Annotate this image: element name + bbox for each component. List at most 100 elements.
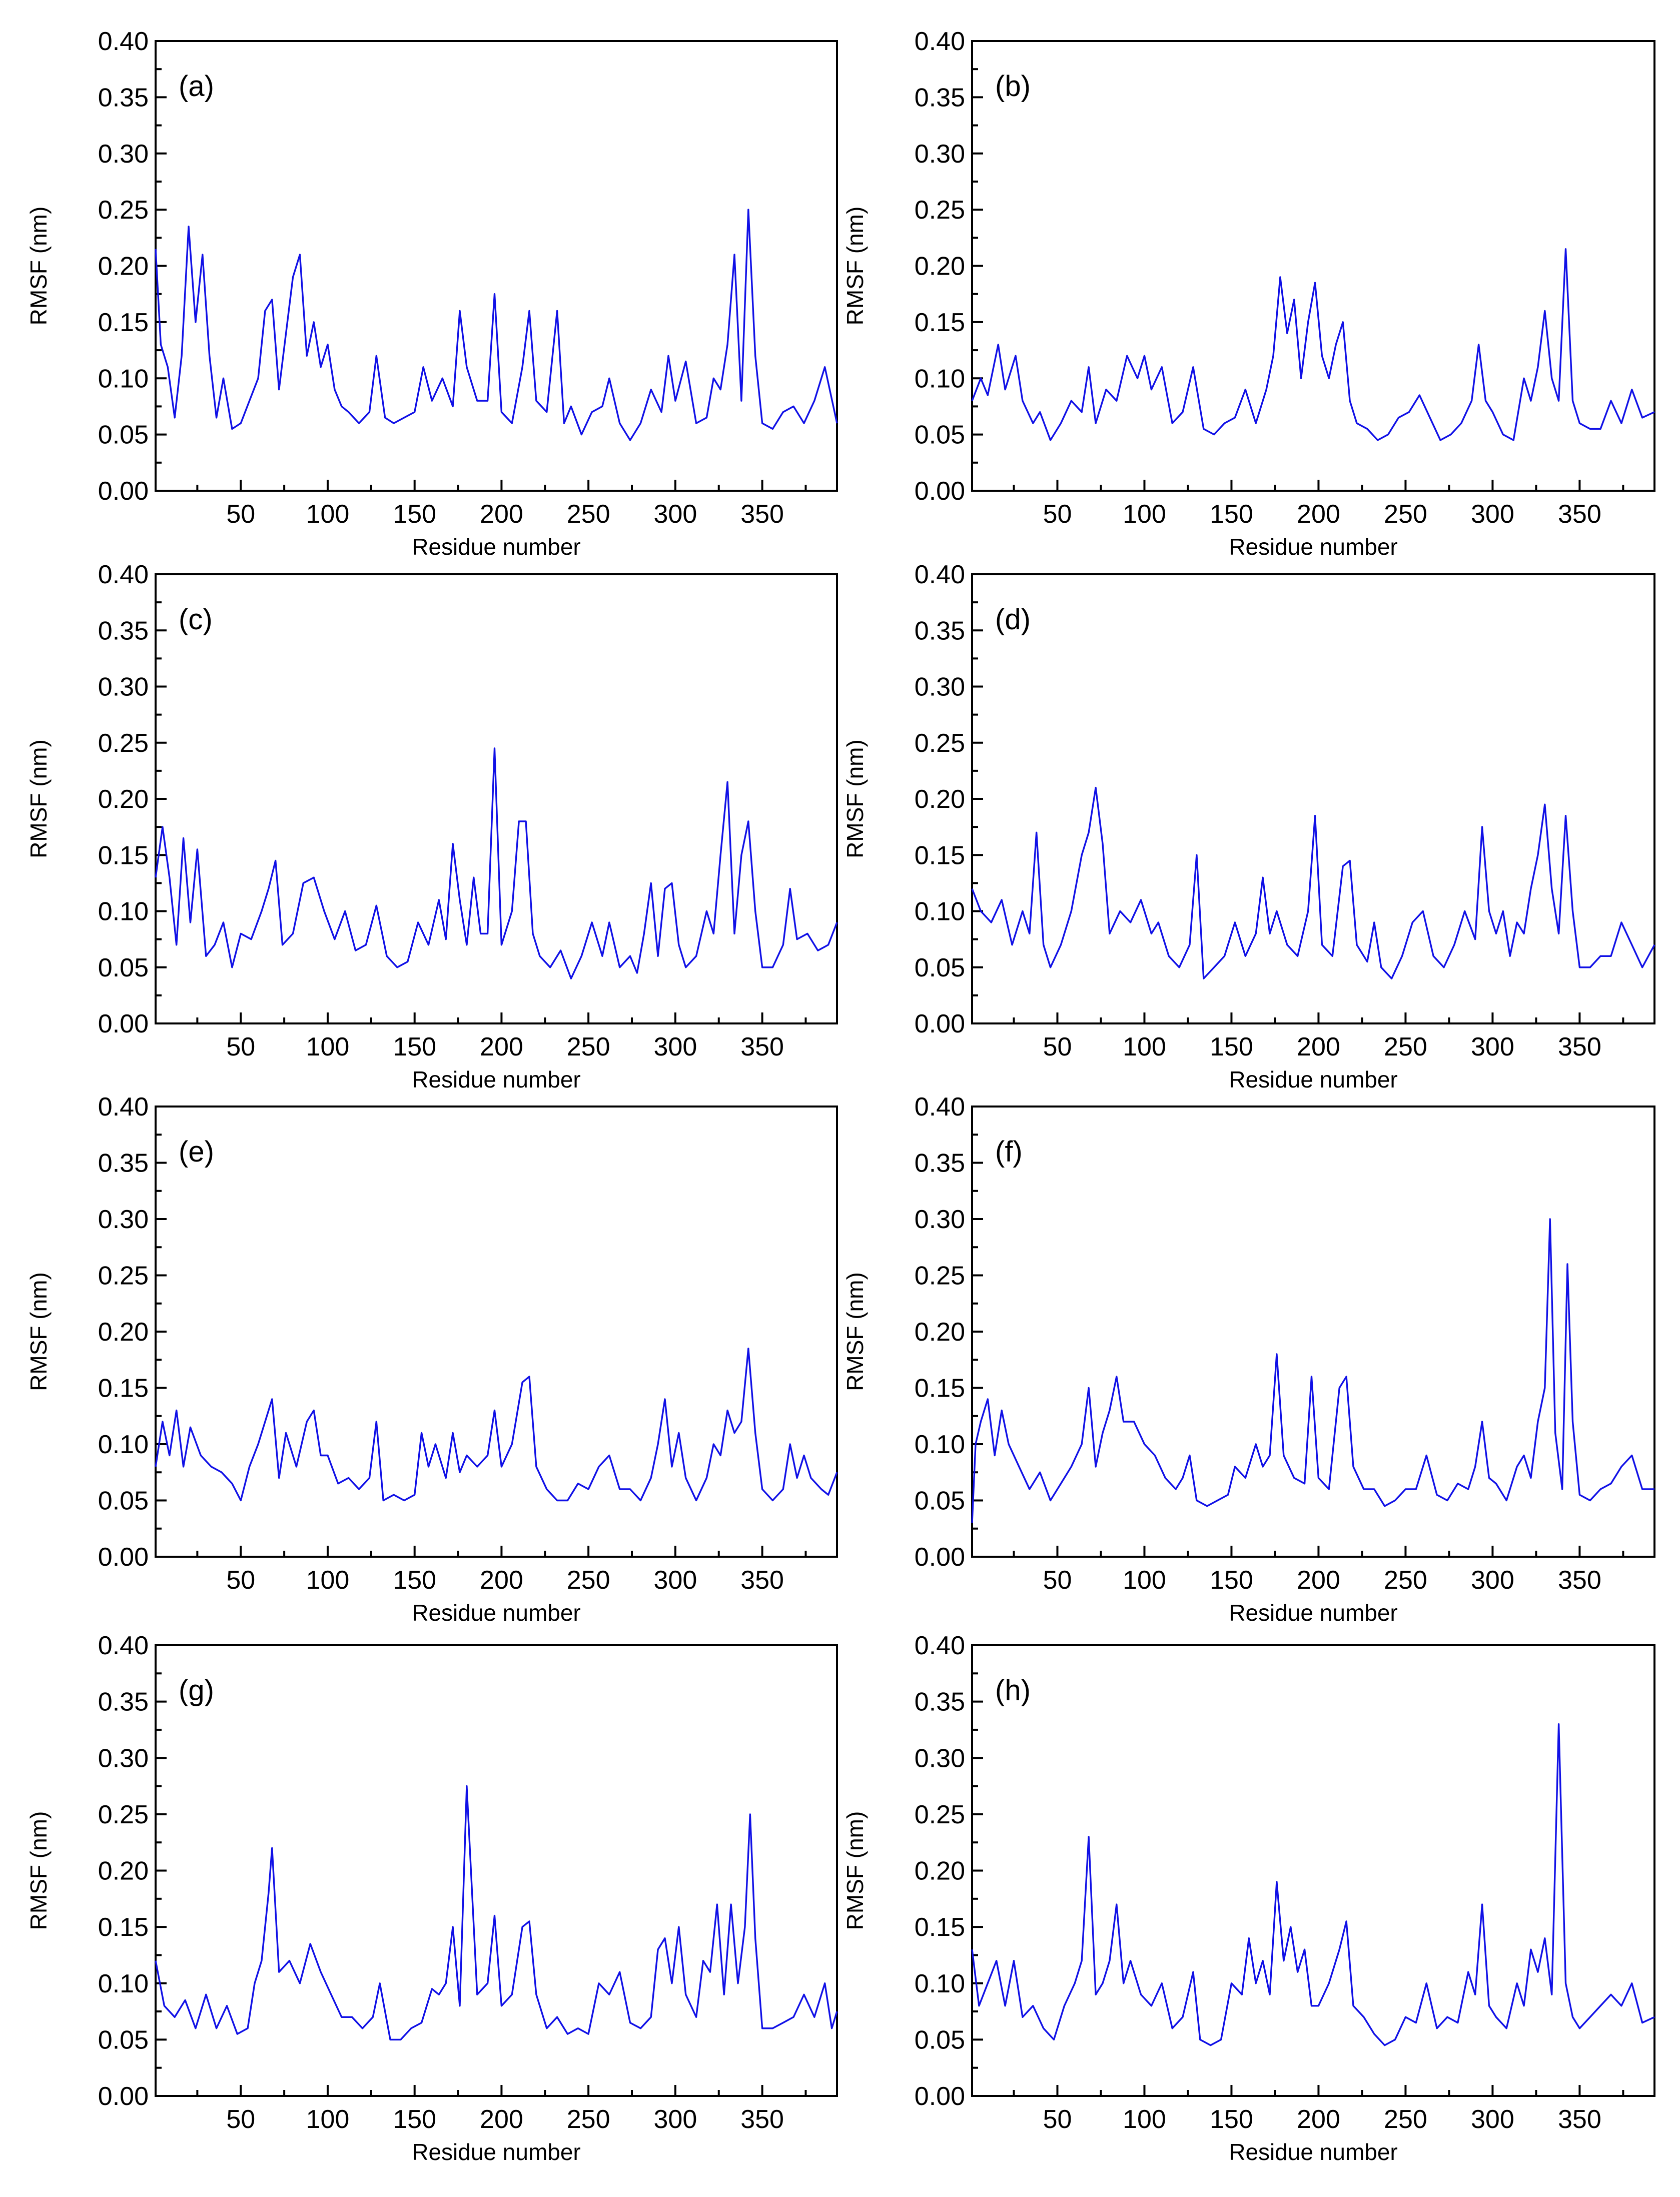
x-tick-label: 350 [740, 1032, 784, 1061]
y-tick-label: 0.25 [98, 196, 149, 225]
y-tick-label: 0.20 [915, 252, 965, 281]
chart-panel-d: 0.00 0.05 0.10 0.15 0.20 0.25 0.30 0.35 0.40 50 10… [842, 560, 1655, 1092]
y-tick-label: 0.05 [915, 421, 965, 450]
x-tick-label: 250 [1384, 1032, 1427, 1061]
y-tick-label: 0.00 [98, 1009, 149, 1038]
y-tick-label: 0.40 [915, 560, 965, 589]
x-tick-label: 50 [1043, 2105, 1072, 2134]
y-axis-title: RMSF (nm) [842, 739, 868, 858]
y-tick-label: 0.35 [98, 1149, 149, 1178]
y-tick-label: 0.30 [915, 1744, 965, 1773]
y-tick-label: 0.15 [915, 1374, 965, 1403]
x-tick-label: 200 [480, 2105, 523, 2134]
panel-label: (b) [995, 70, 1031, 103]
x-tick-label: 50 [226, 500, 255, 529]
y-tick-label: 0.25 [98, 1262, 149, 1291]
y-tick-label: 0.15 [98, 308, 149, 337]
y-tick-label: 0.20 [915, 1318, 965, 1347]
y-tick-label: 0.05 [915, 2025, 965, 2054]
y-tick-label: 0.15 [98, 1374, 149, 1403]
y-tick-label: 0.25 [915, 196, 965, 225]
plot-frame [971, 1644, 1655, 2097]
panel-label: (e) [179, 1136, 214, 1168]
y-tick-label: 0.35 [98, 616, 149, 645]
y-tick-label: 0.00 [915, 1543, 965, 1572]
chart-panel-g: 0.00 0.05 0.10 0.15 0.20 0.25 0.30 0.35 0.40 50 10… [26, 1631, 838, 2165]
y-tick-label: 0.10 [98, 364, 149, 393]
x-tick-label: 300 [1471, 2105, 1514, 2134]
chart-panel-h: 0.00 0.05 0.10 0.15 0.20 0.25 0.30 0.35 0.40 50 10… [842, 1631, 1655, 2165]
x-tick-label: 300 [1471, 500, 1514, 529]
y-axis-title: RMSF (nm) [26, 1811, 52, 1930]
y-tick-label: 0.30 [915, 140, 965, 169]
panel-label: (f) [995, 1136, 1023, 1168]
y-tick-label: 0.40 [98, 1631, 149, 1660]
y-tick-label: 0.15 [915, 308, 965, 337]
x-tick-label: 200 [1297, 1032, 1340, 1061]
x-tick-label: 200 [1297, 500, 1340, 529]
x-tick-label: 250 [1384, 1566, 1427, 1595]
x-tick-label: 150 [1210, 500, 1253, 529]
x-tick-label: 350 [1558, 500, 1601, 529]
x-tick-label: 350 [740, 500, 784, 529]
x-axis-title: Residue number [412, 1600, 581, 1626]
panel-label: (d) [995, 603, 1031, 636]
y-tick-label: 0.05 [98, 953, 149, 982]
y-tick-label: 0.00 [98, 477, 149, 506]
x-tick-label: 150 [393, 1566, 436, 1595]
y-tick-label: 0.40 [98, 560, 149, 589]
y-tick-label: 0.20 [915, 785, 965, 814]
x-tick-label: 200 [480, 500, 523, 529]
y-tick-label: 0.00 [915, 1009, 965, 1038]
x-tick-label: 100 [1123, 1566, 1166, 1595]
y-tick-label: 0.00 [98, 1543, 149, 1572]
y-tick-label: 0.05 [915, 1487, 965, 1516]
y-tick-label: 0.40 [98, 27, 149, 56]
y-tick-label: 0.10 [915, 1430, 965, 1459]
x-tick-label: 100 [306, 500, 350, 529]
rmsf-series-line [971, 1218, 1654, 1523]
x-axis-title: Residue number [1229, 1066, 1398, 1092]
x-axis-title: Residue number [1229, 1600, 1398, 1626]
y-tick-label: 0.20 [98, 785, 149, 814]
x-axis-title: Residue number [412, 2139, 581, 2165]
rmsf-series-line [155, 1785, 838, 2041]
x-tick-label: 100 [1123, 500, 1166, 529]
y-tick-label: 0.15 [915, 841, 965, 870]
plot-frame [971, 40, 1655, 492]
rmsf-series-line [155, 747, 838, 979]
y-tick-label: 0.05 [915, 953, 965, 982]
y-tick-label: 0.40 [915, 1631, 965, 1660]
y-tick-label: 0.00 [915, 477, 965, 506]
x-tick-label: 300 [653, 2105, 697, 2134]
y-tick-label: 0.40 [915, 27, 965, 56]
x-tick-label: 150 [393, 1032, 436, 1061]
y-tick-label: 0.25 [915, 1800, 965, 1829]
x-axis-title: Residue number [412, 534, 581, 560]
y-tick-label: 0.15 [915, 1913, 965, 1942]
y-tick-label: 0.30 [98, 1205, 149, 1234]
y-tick-label: 0.20 [98, 1318, 149, 1347]
rmsf-series-line [971, 248, 1655, 441]
y-tick-label: 0.10 [98, 1969, 149, 1998]
x-axis-title: Residue number [412, 1066, 581, 1092]
y-tick-label: 0.10 [915, 897, 965, 926]
y-axis-title: RMSF (nm) [842, 1272, 868, 1391]
x-tick-label: 50 [1043, 500, 1072, 529]
panel-label: (h) [995, 1674, 1031, 1707]
y-tick-label: 0.30 [915, 673, 965, 702]
x-tick-label: 200 [480, 1566, 523, 1595]
y-tick-label: 0.05 [98, 1487, 149, 1516]
x-axis-title: Residue number [1229, 534, 1398, 560]
plot-frame [971, 573, 1655, 1024]
x-tick-label: 250 [567, 1032, 610, 1061]
y-tick-label: 0.35 [915, 616, 965, 645]
y-tick-label: 0.25 [98, 1800, 149, 1829]
x-tick-label: 100 [1123, 2105, 1166, 2134]
plot-frame [155, 1644, 838, 2097]
x-tick-label: 350 [1558, 2105, 1601, 2134]
y-tick-label: 0.15 [98, 1913, 149, 1942]
y-tick-label: 0.30 [98, 673, 149, 702]
panel-label: (c) [179, 603, 213, 636]
plot-frame [155, 1106, 838, 1558]
